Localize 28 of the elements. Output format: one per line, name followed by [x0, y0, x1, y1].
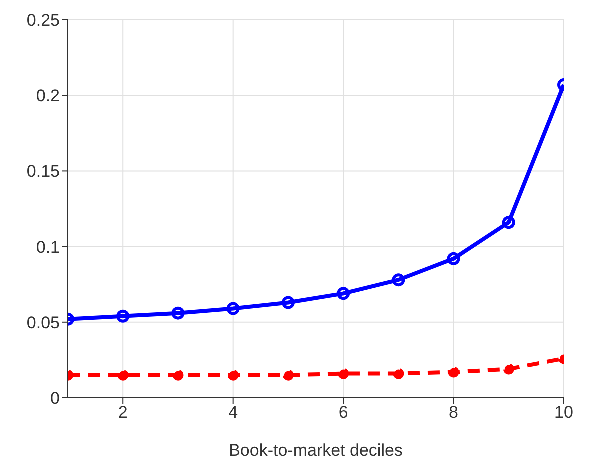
x-tick-label: 10 — [554, 403, 574, 422]
point — [228, 370, 239, 381]
point — [282, 370, 294, 381]
y-tick-label: 0 — [50, 389, 60, 408]
x-axis-title: Book-to-market deciles — [229, 441, 403, 460]
y-tick-label: 0.15 — [26, 162, 60, 182]
y-tick-label: 0.1 — [36, 238, 60, 257]
point — [448, 366, 460, 378]
point — [503, 364, 514, 375]
x-tick-label: 2 — [118, 403, 128, 422]
point — [393, 368, 404, 380]
point — [338, 368, 350, 380]
point — [337, 287, 350, 300]
point — [502, 216, 516, 230]
x-tick-label: 8 — [449, 403, 459, 422]
point — [392, 274, 406, 287]
y-tick-label: 0.05 — [26, 313, 60, 332]
point — [116, 310, 130, 323]
point — [226, 302, 240, 316]
x-tick-label: 6 — [338, 403, 348, 422]
point — [172, 306, 185, 320]
y-tick-label: 0.25 — [26, 11, 60, 30]
x-tick-label: 4 — [228, 403, 238, 422]
point — [172, 370, 184, 381]
point — [282, 296, 295, 310]
point — [118, 370, 129, 381]
point — [447, 252, 460, 266]
y-tick-label: 0.2 — [36, 86, 60, 106]
